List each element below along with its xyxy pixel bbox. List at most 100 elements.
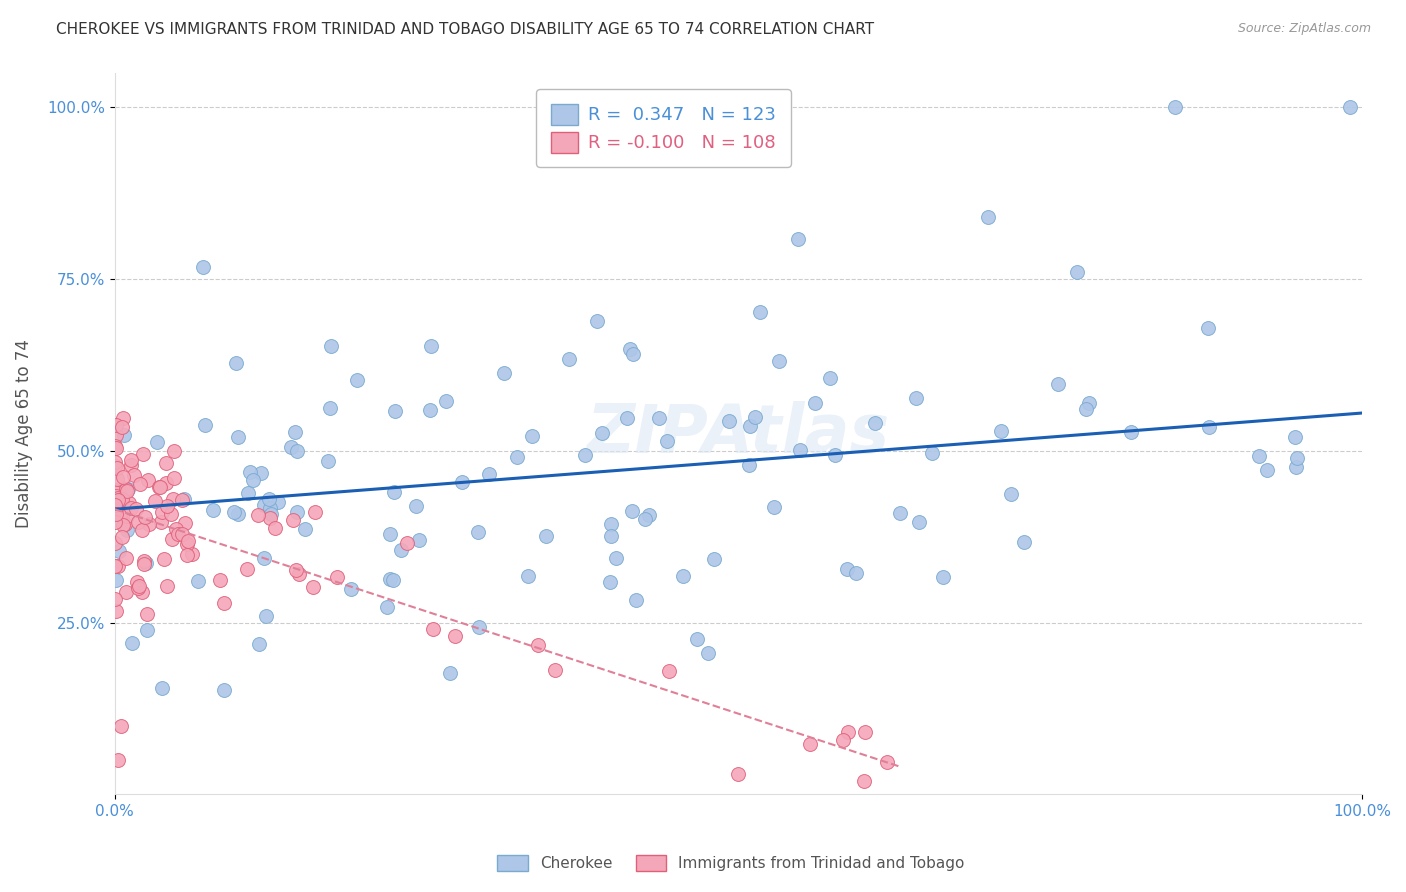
Point — [419, 403, 441, 417]
Point — [267, 495, 290, 509]
Point — [527, 638, 550, 652]
Point — [104, 536, 127, 550]
Point — [1000, 487, 1022, 501]
Point — [114, 551, 136, 566]
Point — [621, 347, 644, 361]
Point — [120, 500, 142, 515]
Point — [212, 597, 235, 611]
Point — [763, 500, 786, 514]
Point — [346, 373, 368, 387]
Point — [697, 647, 720, 661]
Point — [283, 513, 305, 527]
Point — [131, 585, 153, 599]
Point — [259, 507, 281, 521]
Point — [173, 491, 195, 506]
Point — [132, 553, 155, 567]
Point — [176, 549, 198, 563]
Point — [155, 475, 177, 490]
Point — [389, 543, 412, 558]
Point — [115, 584, 138, 599]
Point — [375, 600, 398, 615]
Point — [1198, 420, 1220, 434]
Point — [439, 665, 461, 680]
Point — [111, 509, 134, 524]
Point — [145, 435, 167, 450]
Point — [176, 537, 198, 551]
Point — [110, 718, 132, 732]
Point — [921, 446, 943, 460]
Point — [107, 753, 129, 767]
Point — [477, 467, 499, 482]
Point — [121, 636, 143, 650]
Point — [990, 424, 1012, 438]
Point — [658, 665, 681, 679]
Point — [150, 515, 173, 529]
Point — [405, 499, 427, 513]
Point — [194, 418, 217, 433]
Point — [703, 551, 725, 566]
Point — [738, 418, 761, 433]
Point — [170, 492, 193, 507]
Point — [127, 575, 149, 590]
Point — [905, 391, 928, 405]
Point — [422, 623, 444, 637]
Point — [108, 492, 131, 507]
Legend: Cherokee, Immigrants from Trinidad and Tobago: Cherokee, Immigrants from Trinidad and T… — [491, 849, 972, 877]
Point — [284, 425, 307, 439]
Point — [162, 492, 184, 507]
Point — [254, 609, 277, 624]
Point — [172, 527, 194, 541]
Point — [257, 491, 280, 506]
Point — [136, 473, 159, 487]
Point — [434, 393, 457, 408]
Point — [125, 502, 148, 516]
Point — [264, 521, 287, 535]
Point — [845, 566, 868, 580]
Point — [104, 458, 127, 473]
Point — [876, 756, 898, 770]
Point — [467, 524, 489, 539]
Point — [285, 505, 308, 519]
Point — [340, 582, 363, 596]
Point — [104, 604, 127, 618]
Point — [467, 620, 489, 634]
Point — [107, 483, 129, 498]
Point — [506, 450, 529, 464]
Point — [382, 484, 405, 499]
Point — [104, 591, 127, 606]
Point — [655, 434, 678, 449]
Point — [280, 441, 302, 455]
Point — [672, 569, 695, 583]
Point — [620, 504, 643, 518]
Point — [104, 418, 127, 433]
Point — [749, 305, 772, 319]
Point — [162, 444, 184, 458]
Point — [686, 632, 709, 647]
Point — [1077, 396, 1099, 410]
Point — [253, 551, 276, 566]
Point — [319, 339, 342, 353]
Point — [136, 607, 159, 621]
Point — [831, 733, 853, 747]
Point — [152, 551, 174, 566]
Point — [131, 523, 153, 537]
Point — [616, 411, 638, 425]
Point — [932, 570, 955, 584]
Point — [201, 503, 224, 517]
Point — [284, 563, 307, 577]
Point — [105, 460, 128, 475]
Point — [558, 352, 581, 367]
Point — [818, 370, 841, 384]
Point — [520, 429, 543, 443]
Point — [115, 523, 138, 537]
Point — [420, 339, 443, 353]
Y-axis label: Disability Age 65 to 74: Disability Age 65 to 74 — [15, 339, 32, 528]
Point — [155, 456, 177, 470]
Point — [853, 725, 876, 739]
Point — [408, 533, 430, 547]
Point — [1285, 459, 1308, 474]
Point — [177, 533, 200, 548]
Point — [107, 559, 129, 574]
Point — [209, 573, 232, 587]
Point — [591, 425, 613, 440]
